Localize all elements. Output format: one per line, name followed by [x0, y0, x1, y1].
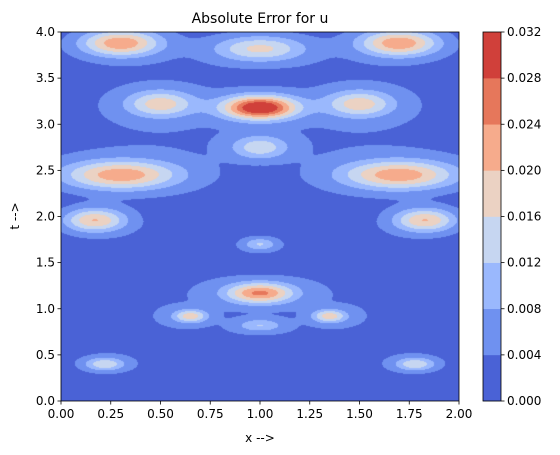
colorbar-tick-label: 0.032 [507, 25, 541, 39]
colorbar-tick-label: 0.012 [507, 256, 541, 270]
plot-area [60, 31, 460, 402]
x-tick-label: 0.75 [197, 407, 224, 421]
colorbar-tick-label: 0.020 [507, 163, 541, 177]
y-tick-label: 1.0 [36, 302, 55, 316]
colorbar: 0.000 0.004 0.008 0.012 0.016 0.020 0.024 0.028… [482, 25, 541, 408]
x-tick-label: 0.50 [147, 407, 174, 421]
y-axis-label: t --> [8, 202, 22, 229]
x-tick-label: 1.00 [247, 407, 274, 421]
colorbar-band [483, 124, 501, 171]
colorbar-band [483, 32, 501, 79]
colorbar-band [483, 262, 501, 310]
x-axis: 0.00 0.25 0.50 0.75 1.00 1.25 1.50 1.75 2.00 [48, 401, 473, 421]
colorbar-tick-label: 0.024 [507, 117, 541, 131]
x-tick-label: 1.50 [346, 407, 373, 421]
x-tick-label: 0.00 [48, 407, 75, 421]
y-axis: 0.0 0.5 1.0 1.5 2.0 2.5 3.0 3.5 4.0 [36, 25, 61, 408]
colorbar-band [483, 354, 501, 402]
y-tick-label: 1.5 [36, 256, 55, 270]
y-tick-label: 2.0 [36, 210, 55, 224]
colorbar-tick-label: 0.008 [507, 302, 541, 316]
colorbar-band [483, 308, 501, 356]
chart-title: Absolute Error for u [192, 11, 329, 27]
y-tick-label: 0.0 [36, 394, 55, 408]
y-tick-label: 2.5 [36, 163, 55, 177]
x-tick-label: 1.75 [396, 407, 423, 421]
y-tick-label: 4.0 [36, 25, 55, 39]
colorbar-tick-label: 0.016 [507, 210, 541, 224]
colorbar-tick-label: 0.000 [507, 394, 541, 408]
colorbar-tick-label: 0.004 [507, 348, 541, 362]
colorbar-band [483, 216, 501, 263]
y-tick-label: 0.5 [36, 348, 55, 362]
x-axis-label: x --> [245, 431, 275, 445]
y-tick-label: 3.5 [36, 71, 55, 85]
contour-field [61, 32, 459, 401]
x-tick-label: 0.25 [97, 407, 124, 421]
colorbar-band [483, 78, 501, 125]
x-tick-label: 2.00 [446, 407, 473, 421]
x-tick-label: 1.25 [296, 407, 323, 421]
y-tick-label: 3.0 [36, 117, 55, 131]
colorbar-tick-label: 0.028 [507, 71, 541, 85]
colorbar-band [483, 170, 501, 217]
